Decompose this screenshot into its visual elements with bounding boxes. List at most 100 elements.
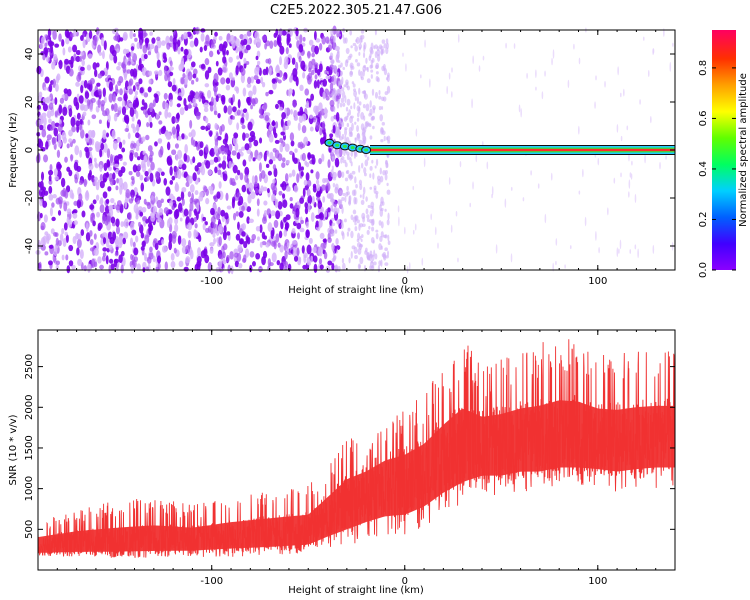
noise-mark <box>277 201 283 210</box>
noise-mark <box>370 59 374 65</box>
noise-mark <box>141 206 147 213</box>
noise-mark <box>134 90 139 96</box>
noise-mark <box>203 185 208 193</box>
noise-mark <box>204 58 210 66</box>
noise-mark <box>618 248 620 254</box>
noise-mark <box>306 256 311 266</box>
noise-mark <box>161 239 165 245</box>
noise-mark <box>304 201 309 209</box>
noise-mark <box>62 106 68 116</box>
noise-mark <box>92 62 97 70</box>
noise-mark <box>54 232 59 238</box>
noise-mark <box>241 231 246 237</box>
noise-mark <box>220 209 226 217</box>
noise-mark <box>145 134 150 141</box>
noise-mark <box>360 162 364 169</box>
noise-mark <box>329 133 334 138</box>
noise-mark <box>98 119 102 124</box>
spectrogram-xtick-label: 0 <box>402 276 408 287</box>
noise-mark <box>248 90 253 98</box>
noise-mark <box>384 247 388 252</box>
noise-mark <box>202 216 207 222</box>
noise-mark <box>314 107 319 116</box>
noise-mark <box>246 83 252 88</box>
noise-mark <box>310 169 314 174</box>
noise-mark <box>298 257 302 263</box>
colorbar-ticks: 0.0 0.2 0.4 0.6 0.8 <box>698 60 736 278</box>
noise-mark <box>166 156 172 166</box>
noise-mark <box>215 95 219 102</box>
noise-mark <box>248 137 254 143</box>
noise-mark <box>161 245 167 253</box>
noise-mark <box>115 226 121 235</box>
noise-mark <box>68 260 74 267</box>
noise-mark <box>181 187 187 193</box>
noise-mark <box>105 198 110 205</box>
noise-mark <box>80 105 84 111</box>
noise-mark <box>359 243 364 248</box>
noise-mark <box>160 198 164 203</box>
noise-mark <box>242 38 248 46</box>
noise-mark <box>237 98 241 109</box>
noise-mark <box>55 237 59 246</box>
noise-mark <box>110 263 115 271</box>
noise-mark <box>172 78 176 86</box>
noise-mark <box>573 43 575 50</box>
noise-mark <box>383 135 386 142</box>
snr-ytick-label: 1500 <box>24 435 35 460</box>
noise-mark <box>578 190 581 195</box>
noise-mark <box>54 175 59 181</box>
noise-mark <box>354 222 357 226</box>
noise-mark <box>180 190 185 201</box>
noise-mark <box>146 159 151 167</box>
noise-mark <box>222 243 228 251</box>
noise-mark <box>261 81 266 88</box>
noise-mark <box>267 258 272 267</box>
noise-mark <box>369 173 372 178</box>
noise-mark <box>237 200 241 206</box>
noise-mark <box>222 155 226 161</box>
noise-mark <box>73 96 78 107</box>
noise-mark <box>183 152 188 162</box>
noise-mark <box>276 36 281 46</box>
noise-mark <box>481 141 484 147</box>
noise-mark <box>70 154 74 162</box>
noise-mark <box>298 55 302 63</box>
noise-mark <box>356 62 361 67</box>
noise-mark <box>412 185 415 191</box>
noise-mark <box>340 157 343 164</box>
noise-mark <box>81 59 85 67</box>
noise-mark <box>189 184 195 193</box>
noise-mark <box>168 240 173 251</box>
noise-mark <box>51 137 56 146</box>
noise-mark <box>347 227 351 232</box>
noise-mark <box>330 169 334 178</box>
noise-mark <box>89 230 93 237</box>
noise-mark <box>96 211 100 218</box>
noise-mark <box>471 98 473 109</box>
noise-mark <box>177 235 182 245</box>
noise-mark <box>253 139 259 147</box>
noise-mark <box>54 97 58 106</box>
noise-mark <box>329 64 335 70</box>
noise-mark <box>342 192 346 197</box>
noise-mark <box>125 114 130 125</box>
noise-mark <box>76 124 80 133</box>
noise-mark <box>285 47 289 55</box>
noise-mark <box>228 143 233 152</box>
noise-mark <box>333 201 337 208</box>
noise-mark <box>110 216 116 224</box>
noise-mark <box>271 78 276 84</box>
noise-mark <box>203 102 209 109</box>
noise-mark <box>281 162 286 169</box>
noise-mark <box>200 63 206 70</box>
noise-mark <box>60 177 66 188</box>
noise-mark <box>305 221 310 229</box>
noise-mark <box>291 169 296 177</box>
noise-mark <box>327 207 331 213</box>
noise-mark <box>537 183 540 189</box>
noise-mark <box>330 116 334 122</box>
noise-mark <box>119 88 123 96</box>
noise-mark <box>116 200 122 207</box>
noise-mark <box>267 58 272 65</box>
